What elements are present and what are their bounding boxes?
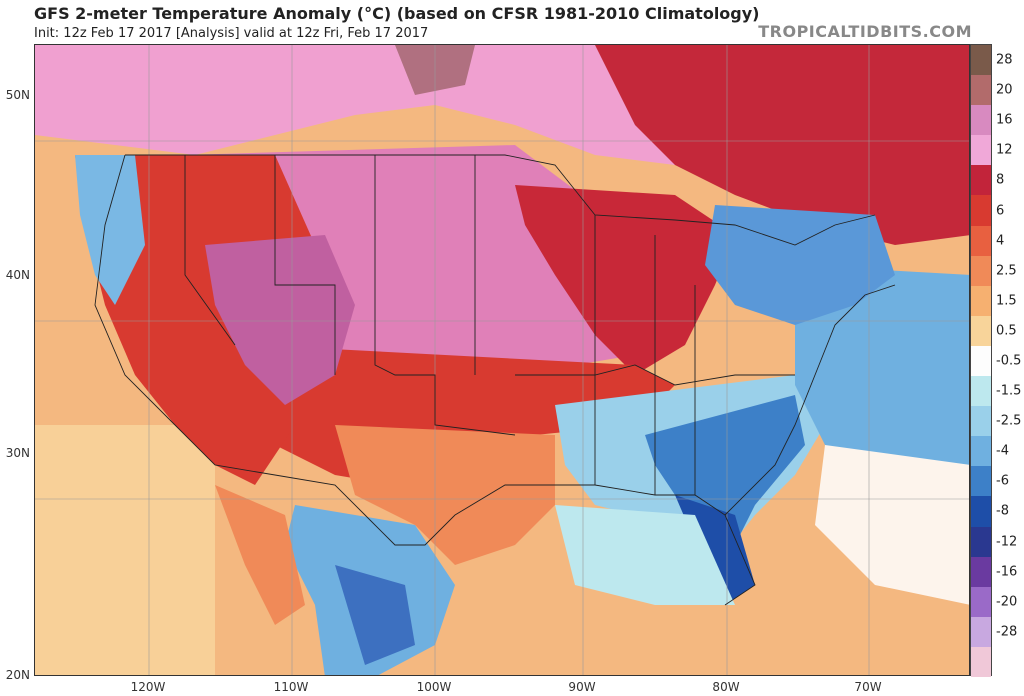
lat-label-50n: 50N — [5, 88, 30, 102]
atlantic-cool-area — [795, 265, 969, 475]
colorbar-label: 2.5 — [996, 263, 1017, 279]
lon-label-120w: 120W — [130, 680, 166, 694]
colorbar-label: -20 — [996, 594, 1018, 610]
colorbar-label: 28 — [996, 52, 1013, 68]
midwest-red-area — [515, 185, 735, 375]
boundaries — [94, 154, 896, 606]
pacific-northwest-cold-area — [75, 155, 145, 305]
baja-orange-area — [215, 485, 305, 625]
canada-east-red-area — [595, 45, 969, 245]
colorbar-label: 0.5 — [996, 323, 1017, 339]
colorbar-segment — [971, 436, 991, 467]
anomaly-map — [34, 44, 970, 676]
lat-label-20n: 20N — [5, 668, 30, 682]
colorbar-segment — [971, 406, 991, 437]
colorbar-segment — [971, 45, 991, 76]
lon-label-110w: 110W — [273, 680, 309, 694]
colorbar-segment — [971, 105, 991, 136]
lat-label-40n: 40N — [5, 268, 30, 282]
lon-label-100w: 100W — [416, 680, 452, 694]
colorbar-label: 20 — [996, 82, 1013, 98]
colorbar-label: 12 — [996, 142, 1013, 158]
colorbar-label: 4 — [996, 233, 1005, 249]
colorbar-label: -6 — [996, 473, 1009, 489]
mexico-dark-blue-area — [335, 565, 415, 665]
northeast-cold-area — [705, 205, 895, 325]
colorbar-segment — [971, 345, 991, 377]
colorbar-segment — [971, 135, 991, 166]
colorbar-label: 6 — [996, 203, 1005, 219]
colorbar-segment — [971, 195, 991, 227]
graticule — [35, 45, 969, 675]
colorbar-segment — [971, 616, 991, 648]
southeast-blue-area — [645, 395, 805, 565]
colorbar-label: 16 — [996, 112, 1013, 128]
colorbar-label: -12 — [996, 534, 1018, 550]
colorbar-segment — [971, 315, 991, 347]
colorbar-segment — [971, 556, 991, 588]
colorbar-segment — [971, 496, 991, 528]
colorbar-label: -16 — [996, 564, 1018, 580]
lon-label-90w: 90W — [568, 680, 596, 694]
init-valid-line: Init: 12z Feb 17 2017 [Analysis] valid a… — [34, 26, 429, 41]
colorbar-label: -8 — [996, 503, 1009, 519]
map-title: GFS 2-meter Temperature Anomaly (°C) (ba… — [34, 4, 760, 23]
colorbar — [970, 44, 992, 678]
colorbar-label: -28 — [996, 624, 1018, 640]
colorbar-segment — [971, 586, 991, 618]
colorbar-segment — [971, 255, 991, 287]
colorbar-segment — [971, 165, 991, 196]
texas-orange-area — [335, 425, 555, 565]
colorbar-label: 1.5 — [996, 293, 1017, 309]
pacific-south-area — [35, 425, 215, 675]
colorbar-label: 8 — [996, 172, 1005, 188]
lon-label-80w: 80W — [712, 680, 740, 694]
colorbar-segment — [971, 225, 991, 257]
rockies-magenta-area — [205, 235, 355, 405]
colorbar-segment — [971, 466, 991, 497]
colorbar-segment — [971, 75, 991, 106]
lat-label-30n: 30N — [5, 446, 30, 460]
colorbar-label: -4 — [996, 443, 1009, 459]
colorbar-label: -2.5 — [996, 413, 1022, 429]
lon-label-70w: 70W — [854, 680, 882, 694]
colorbar-segment — [971, 376, 991, 407]
colorbar-segment — [971, 646, 991, 678]
colorbar-label: -0.5 — [996, 353, 1022, 369]
gulf-light-blue-area — [555, 505, 735, 605]
colorbar-segment — [971, 285, 991, 317]
brand-watermark: TROPICALTIDBITS.COM — [758, 22, 972, 41]
atlantic-neutral-area — [815, 445, 969, 605]
colorbar-segment — [971, 526, 991, 558]
colorbar-label: -1.5 — [996, 383, 1022, 399]
